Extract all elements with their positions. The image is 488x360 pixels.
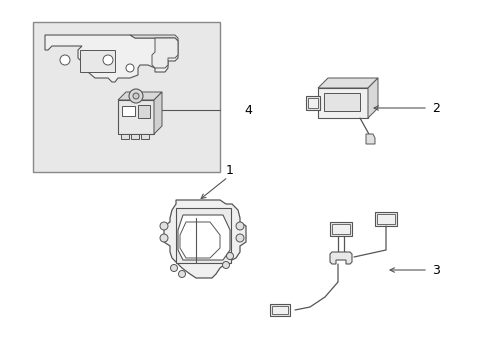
Bar <box>138 105 150 118</box>
Polygon shape <box>118 92 162 100</box>
Bar <box>331 224 349 234</box>
Circle shape <box>236 222 244 230</box>
Bar <box>122 106 135 116</box>
Bar <box>376 214 394 224</box>
Polygon shape <box>45 35 178 82</box>
Circle shape <box>133 93 139 99</box>
Circle shape <box>170 265 177 271</box>
Bar <box>33 22 220 172</box>
Bar <box>307 98 317 108</box>
Circle shape <box>160 234 168 242</box>
Polygon shape <box>317 78 377 88</box>
Polygon shape <box>154 92 162 134</box>
Bar <box>374 212 396 226</box>
Circle shape <box>129 89 142 103</box>
Polygon shape <box>329 252 351 264</box>
Text: 2: 2 <box>431 102 439 114</box>
Bar <box>329 222 351 236</box>
Polygon shape <box>152 38 178 68</box>
Bar <box>131 134 139 139</box>
Bar <box>317 88 367 118</box>
Bar <box>269 304 289 316</box>
Text: 3: 3 <box>431 264 439 276</box>
Polygon shape <box>365 134 374 144</box>
Circle shape <box>60 55 70 65</box>
Text: 1: 1 <box>225 165 233 177</box>
Circle shape <box>236 234 244 242</box>
Circle shape <box>160 222 168 230</box>
Polygon shape <box>163 200 245 278</box>
Circle shape <box>222 261 229 269</box>
Bar <box>305 96 319 110</box>
Polygon shape <box>367 78 377 118</box>
Bar <box>141 134 149 139</box>
Bar <box>80 50 115 72</box>
Polygon shape <box>130 35 178 41</box>
Bar <box>176 208 230 263</box>
Circle shape <box>126 64 134 72</box>
Circle shape <box>103 55 113 65</box>
Bar <box>324 93 359 111</box>
Bar <box>121 134 129 139</box>
Polygon shape <box>178 215 229 260</box>
Bar <box>271 306 287 314</box>
Circle shape <box>226 252 233 260</box>
Text: 4: 4 <box>244 104 251 117</box>
Circle shape <box>178 270 185 278</box>
Bar <box>118 100 154 134</box>
